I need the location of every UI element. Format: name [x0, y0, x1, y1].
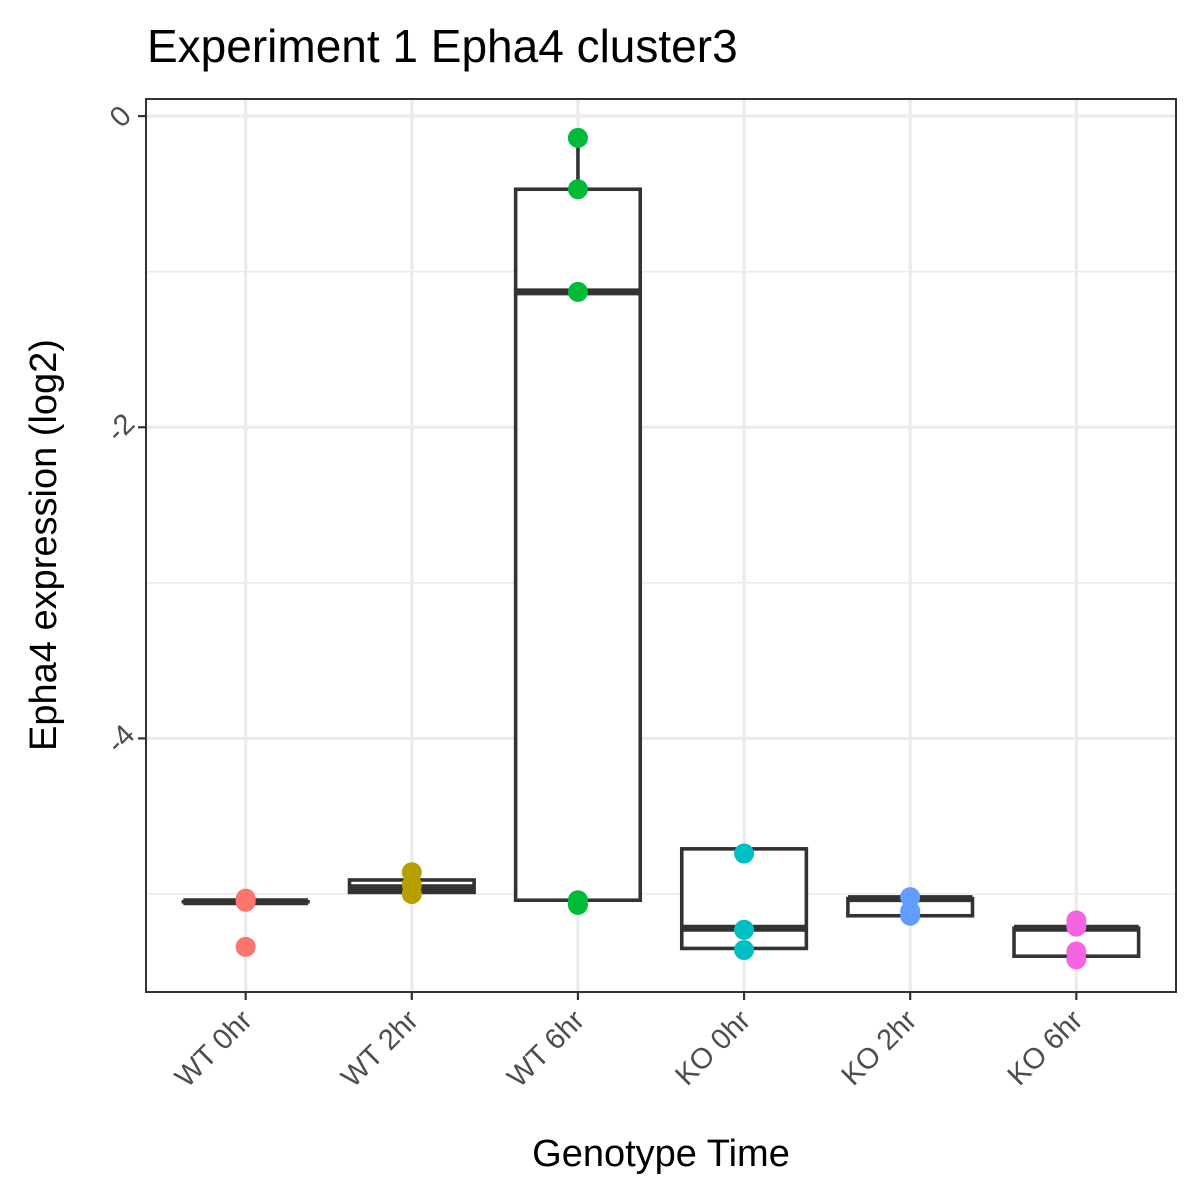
data-point	[235, 936, 256, 957]
x-tick-label: WT 2hr	[335, 1004, 425, 1094]
plot-panel-border	[145, 98, 1177, 993]
data-point	[235, 891, 256, 912]
points-layer	[235, 127, 1087, 970]
data-point	[900, 905, 921, 926]
data-point	[734, 843, 755, 864]
boxes-layer	[181, 137, 1141, 959]
y-tick-label: -4	[100, 719, 141, 760]
data-point	[401, 883, 422, 904]
data-point	[734, 919, 755, 940]
chart-title: Experiment 1 Epha4 cluster3	[147, 20, 738, 72]
data-point	[734, 939, 755, 960]
y-tick-label: 0	[104, 100, 138, 134]
box-iqr	[513, 187, 643, 903]
data-point	[567, 894, 588, 915]
x-tick-label: WT 6hr	[501, 1004, 591, 1094]
plot-grid	[146, 99, 1176, 992]
data-point	[1066, 916, 1087, 937]
data-point	[567, 127, 588, 148]
data-point	[1066, 949, 1087, 970]
y-axis-title: Epha4 expression (log2)	[23, 339, 65, 751]
x-axis-title: Genotype Time	[532, 1133, 790, 1175]
x-tick-label: KO 2hr	[836, 1004, 924, 1092]
box-wt-6hr	[513, 137, 643, 903]
data-point	[567, 179, 588, 200]
y-tick-label: -2	[100, 408, 141, 449]
x-tick-label: WT 0hr	[169, 1004, 259, 1094]
data-point	[900, 887, 921, 908]
x-tick-label: KO 0hr	[669, 1004, 757, 1092]
x-tick-label: KO 6hr	[1002, 1004, 1090, 1092]
data-point	[567, 281, 588, 302]
